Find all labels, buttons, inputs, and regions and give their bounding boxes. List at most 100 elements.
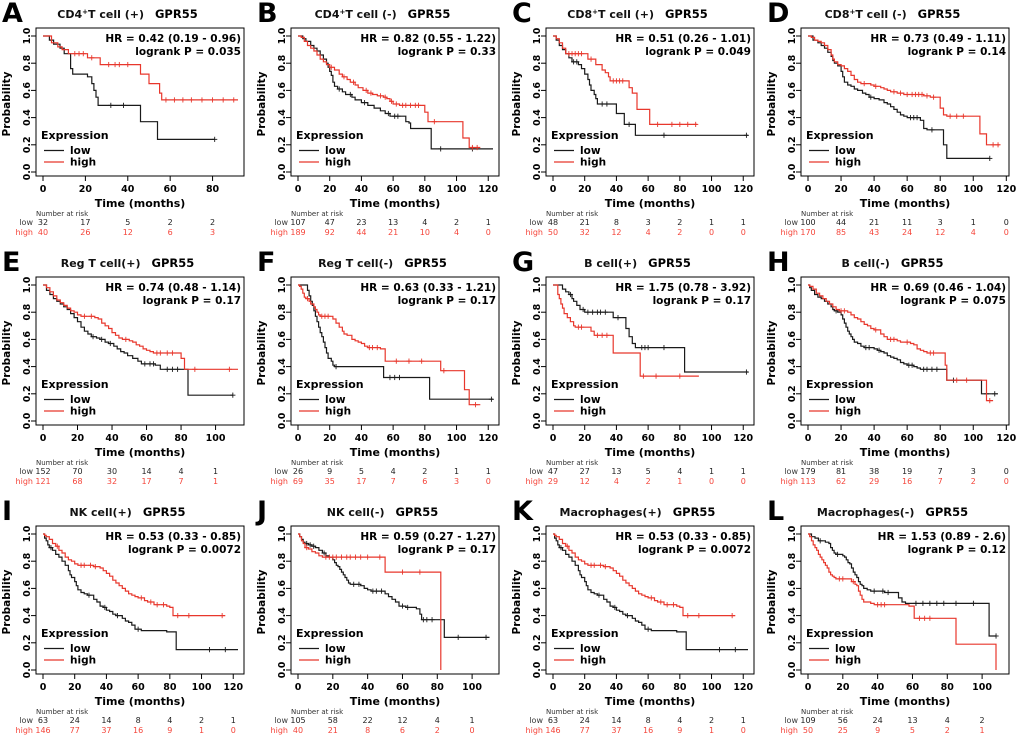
risk-value-low: 109 [800, 716, 815, 725]
km-plot-svg: 0.00.20.40.60.81.00179113208162403829601… [766, 276, 1017, 486]
risk-value-high: 37 [611, 726, 621, 735]
hr-annotation: HR = 0.69 (0.46 - 1.04) [870, 282, 1006, 294]
y-tick-label: 0.2 [22, 634, 33, 651]
legend-title: Expression [41, 129, 109, 142]
risk-row-label-high: high [526, 228, 543, 237]
x-tick-label: 0 [805, 184, 812, 195]
x-tick-label: 20 [323, 433, 337, 444]
risk-row-label-high: high [16, 477, 33, 486]
x-axis-title: Time (months) [95, 197, 186, 210]
y-tick-label: 1.0 [787, 525, 798, 542]
risk-value-high: 0 [709, 477, 714, 486]
x-tick-label: 100 [462, 682, 482, 693]
curve-high [298, 35, 481, 149]
y-tick-label: 0.2 [277, 385, 288, 402]
legend-low-label: low [325, 145, 346, 157]
panel-title: Reg T cell(-) GPR55 [255, 249, 510, 275]
y-tick-label: 0.0 [532, 661, 543, 678]
cell-type-superscript: + [82, 8, 89, 16]
risk-value-high: 1 [213, 477, 218, 486]
risk-value-high: 2 [646, 477, 651, 486]
y-axis-title: Probability [511, 569, 523, 634]
km-plot-svg: 0.00.20.40.60.81.00324020172640512602680… [1, 27, 245, 237]
km-panel-K: K Macrophages(+) GPR55 0.0 0.2 0.4 0.6 0.8 1.0 0 6… [510, 498, 765, 747]
panel-letter: E [2, 249, 21, 278]
x-tick-label: 0 [40, 682, 47, 693]
x-tick-label: 60 [387, 433, 401, 444]
risk-value-low: 26 [293, 467, 303, 476]
risk-value-low: 2 [980, 716, 985, 725]
legend-low-label: low [325, 394, 346, 406]
y-tick-label: 0.8 [787, 303, 798, 320]
risk-value-high: 29 [548, 477, 558, 486]
risk-value-low: 24 [580, 716, 590, 725]
gene-name: GPR55 [142, 505, 186, 519]
risk-value-high: 6 [400, 726, 405, 735]
risk-value-high: 24 [902, 228, 912, 237]
curve-high [808, 35, 1000, 146]
x-tick-label: 0 [805, 433, 812, 444]
km-panel-H: H B cell(-) GPR55 0.0 0.2 0.4 0.6 0.8 1.0 0 179 113… [765, 249, 1020, 498]
risk-value-low: 38 [869, 467, 879, 476]
risk-value-low: 1 [741, 467, 746, 476]
cell-type-label-suffix: T cell (-) [855, 8, 907, 21]
logrank-annotation: logrank P = 0.17 [398, 295, 496, 307]
risk-value-low: 32 [38, 218, 48, 227]
risk-value-low: 2 [677, 218, 682, 227]
x-tick-label: 0 [550, 184, 557, 195]
risk-value-high: 6 [168, 228, 173, 237]
risk-value-low: 4 [179, 467, 184, 476]
panel-letter: J [257, 498, 268, 527]
risk-value-high: 2 [971, 477, 976, 486]
risk-value-low: 47 [548, 467, 558, 476]
x-tick-label: 100 [192, 682, 212, 693]
x-tick-label: 20 [836, 682, 850, 693]
legend-high-label: high [325, 406, 351, 418]
risk-value-high: 40 [293, 726, 303, 735]
risk-value-low: 4 [945, 716, 950, 725]
legend-low-label: low [70, 145, 91, 157]
km-plot-svg: 0.00.20.40.60.81.00631462024774014376081… [1, 525, 245, 735]
x-tick-label: 100 [963, 433, 983, 444]
risk-row-label-low: low [529, 218, 543, 227]
x-axis-title: Time (months) [605, 695, 696, 708]
x-tick-label: 20 [578, 184, 592, 195]
y-tick-label: 0.6 [532, 331, 543, 348]
y-tick-label: 1.0 [22, 276, 33, 293]
risk-value-high: 40 [38, 228, 48, 237]
risk-row-label-low: low [19, 716, 33, 725]
y-axis-title: Probability [256, 71, 268, 136]
risk-value-high: 0 [486, 228, 491, 237]
risk-value-low: 1 [709, 218, 714, 227]
risk-value-low: 4 [677, 467, 682, 476]
legend-high-label: high [580, 157, 606, 169]
risk-value-low: 13 [907, 716, 917, 725]
x-tick-label: 60 [140, 433, 154, 444]
y-tick-label: 0.0 [787, 661, 798, 678]
y-axis-title: Probability [1, 320, 13, 385]
plot-box [290, 27, 500, 177]
risk-value-high: 32 [107, 477, 117, 486]
panel-letter: K [512, 498, 533, 527]
cell-type-label: NK cell(-) [326, 506, 385, 519]
censor-marks-low [333, 364, 495, 402]
x-tick-label: 100 [963, 184, 983, 195]
risk-row-label-low: low [19, 218, 33, 227]
x-tick-label: 40 [361, 682, 375, 693]
y-tick-label: 0.6 [277, 580, 288, 597]
legend-title: Expression [551, 129, 619, 142]
x-axis-title: Time (months) [860, 695, 951, 708]
risk-value-low: 3 [938, 218, 943, 227]
y-tick-label: 0.8 [22, 303, 33, 320]
y-tick-label: 1.0 [532, 525, 543, 542]
risk-value-low: 1 [741, 218, 746, 227]
risk-value-high: 7 [391, 477, 396, 486]
x-tick-label: 80 [934, 184, 948, 195]
risk-table-header: Number at risk [36, 708, 89, 716]
risk-value-high: 146 [35, 726, 50, 735]
risk-value-high: 92 [325, 228, 335, 237]
